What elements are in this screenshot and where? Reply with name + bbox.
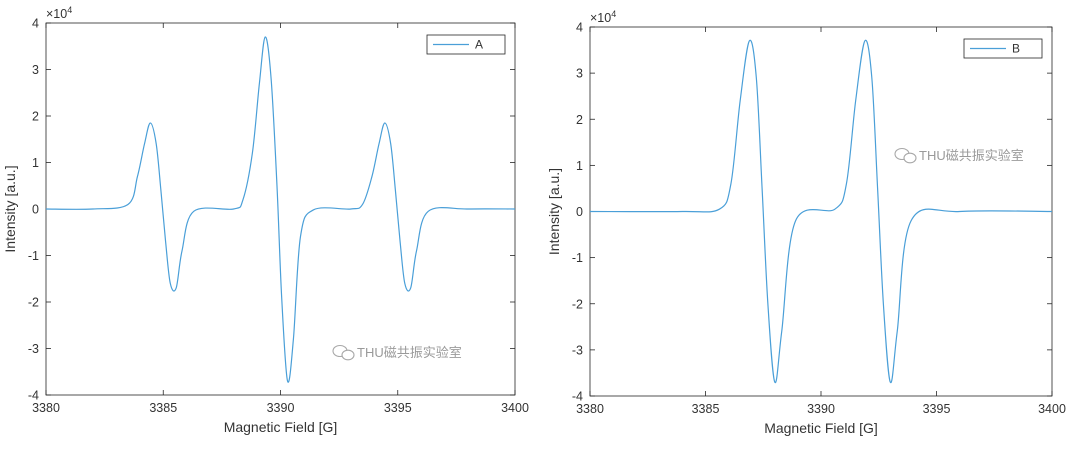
y-exponent-base: ×10 [46,7,67,21]
y-tick-label: -2 [28,296,39,310]
y-exponent-label: ×104 [590,9,616,25]
x-tick-label: 3385 [692,402,720,416]
y-tick-label: 1 [32,156,39,170]
watermark: THU磁共振实验室 [332,344,462,361]
y-tick-label: 3 [32,63,39,77]
axes-box [45,22,516,396]
y-exponent-power: 4 [67,5,72,15]
x-tick-label: 3385 [149,401,177,415]
x-tick-label: 3400 [1038,402,1066,416]
y-exponent-base: ×10 [590,11,611,25]
legend-label: A [475,38,483,52]
x-tick-label: 3395 [384,401,412,415]
x-tick-label: 3395 [923,402,951,416]
series-line-b [589,39,1053,384]
x-axis-label: Magnetic Field [G] [224,419,338,435]
y-tick-label: -3 [28,342,39,356]
watermark-text: THU磁共振实验室 [919,148,1024,163]
x-tick-label: 3400 [501,401,529,415]
watermark-text: THU磁共振实验室 [357,345,462,360]
y-tick-label: 1 [576,159,583,173]
y-axis-label: Intensity [a.u.] [546,168,562,255]
x-tick-label: 3390 [807,402,835,416]
y-tick-label: -1 [28,249,39,263]
y-tick-label: -4 [28,389,39,403]
y-exponent-power: 4 [611,9,616,19]
wechat-watermark-icon [894,147,917,164]
y-tick-label: 4 [576,21,583,35]
x-tick-label: 3380 [32,401,60,415]
y-tick-label: 0 [32,203,39,217]
y-tick-label: 2 [576,113,583,127]
y-tick-label: -4 [572,390,583,404]
series-line-a [45,36,516,383]
y-tick-label: -3 [572,343,583,357]
y-tick-label: 2 [32,110,39,124]
y-axis-label: Intensity [a.u.] [2,165,18,252]
y-tick-label: 3 [576,67,583,81]
y-exponent-label: ×104 [46,5,72,21]
x-axis-label: Magnetic Field [G] [764,420,878,436]
legend-label: B [1012,42,1020,56]
bubble-small-icon [903,152,917,164]
x-tick-label: 3390 [267,401,295,415]
x-tick-label: 3380 [576,402,604,416]
chart-panel-b: 3380 3385 3390 3395 340043210-1-2-3-4×104Mag… [546,9,1066,436]
y-tick-label: 4 [32,17,39,31]
wechat-watermark-icon [332,344,355,361]
y-tick-label: 0 [576,205,583,219]
y-tick-label: -2 [572,297,583,311]
chart-panel-a: 3380 3385 3390 3395 340043210-1-2-3-4×104Mag… [2,5,529,435]
bubble-small-icon [341,349,355,361]
watermark: THU磁共振实验室 [894,147,1024,164]
y-tick-label: -1 [572,251,583,265]
